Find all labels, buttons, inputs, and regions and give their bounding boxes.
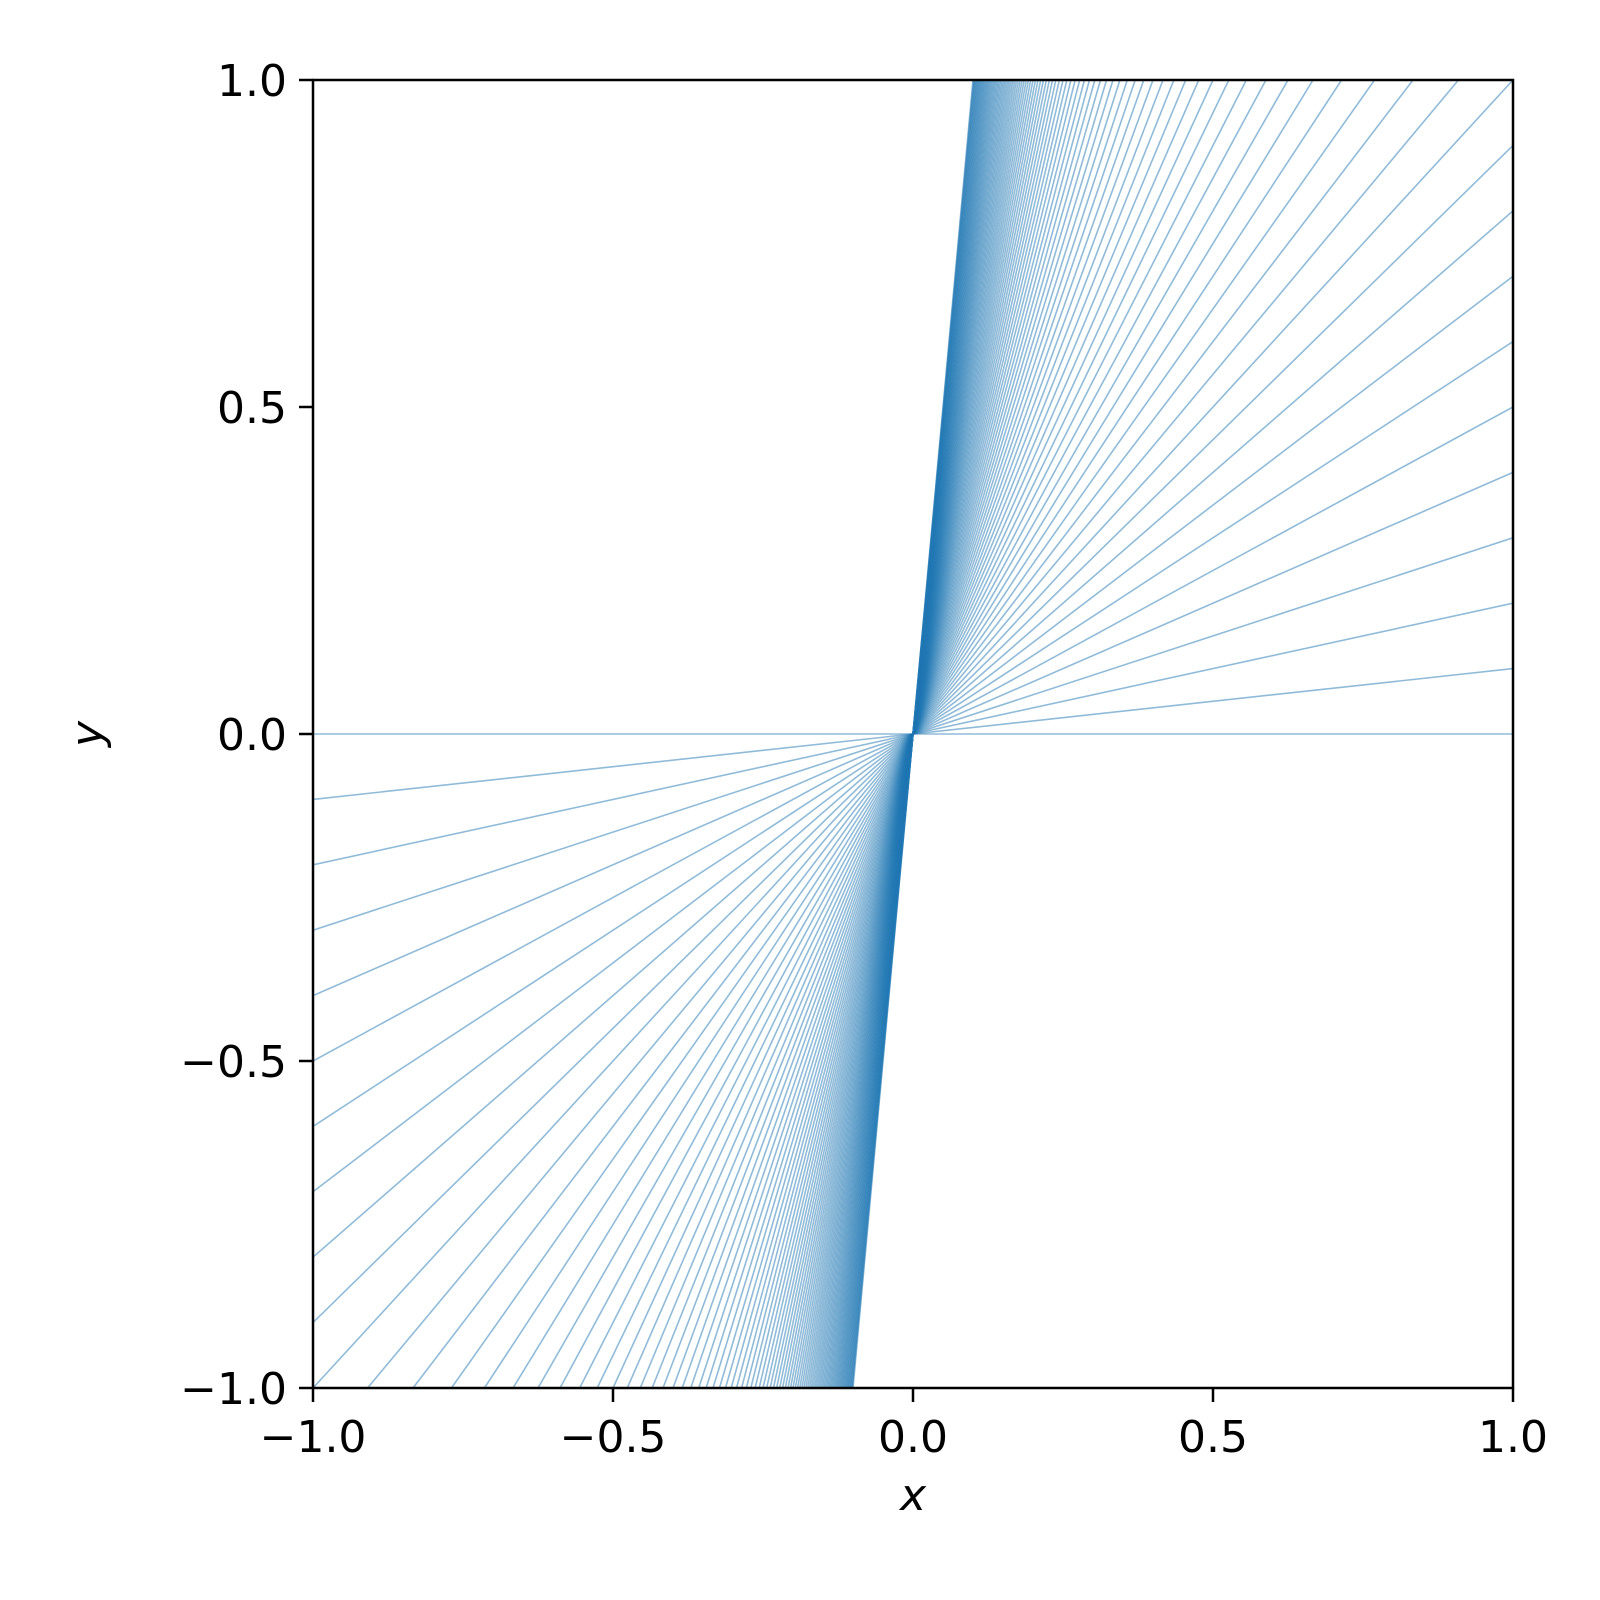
y-tick-label: −1.0 xyxy=(180,1364,287,1415)
y-tick-label: 0.0 xyxy=(217,710,287,761)
x-tick-label: 0.5 xyxy=(1178,1412,1248,1463)
y-axis-label: y xyxy=(62,720,113,749)
x-axis-label: x xyxy=(898,1470,927,1521)
y-tick-label: 1.0 xyxy=(217,56,287,107)
x-tick-label: −0.5 xyxy=(560,1412,667,1463)
y-tick-label: 0.5 xyxy=(217,383,287,434)
y-axis: −1.0 −0.5 0.0 0.5 1.0 xyxy=(180,56,313,1415)
y-tick-label: −0.5 xyxy=(180,1037,287,1088)
x-tick-label: 0.0 xyxy=(878,1412,948,1463)
x-axis: −1.0 −0.5 0.0 0.5 1.0 xyxy=(260,1388,1548,1463)
series-line xyxy=(852,80,974,1388)
x-tick-label: 1.0 xyxy=(1478,1412,1548,1463)
x-tick-label: −1.0 xyxy=(260,1412,367,1463)
series-lines xyxy=(313,80,1513,1388)
